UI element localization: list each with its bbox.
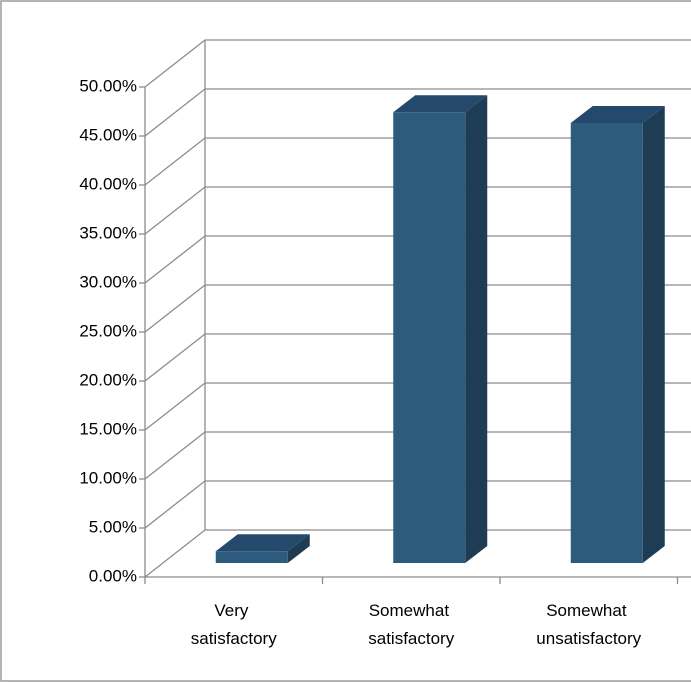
y-tick-label: 30.00% (79, 272, 137, 291)
bar (393, 95, 488, 563)
bar-front (215, 551, 288, 563)
y-tick-label: 25.00% (79, 321, 137, 340)
grid-line (144, 382, 691, 431)
bar-top (570, 105, 665, 123)
bar-side (642, 105, 665, 563)
grid-line (144, 137, 691, 186)
grid-line (144, 186, 691, 235)
bar-front (570, 122, 643, 563)
y-tick-label: 15.00% (79, 419, 137, 438)
y-tick-label: 5.00% (89, 517, 137, 536)
bar-top (393, 95, 488, 113)
grid-line (144, 235, 691, 284)
y-tick-label: 35.00% (79, 223, 137, 242)
y-tick-label: 45.00% (79, 125, 137, 144)
grid-line (144, 431, 691, 480)
y-tick-label: 50.00% (79, 76, 137, 95)
y-tick-label: 0.00% (89, 566, 137, 585)
bar (215, 534, 310, 563)
bar-top (215, 534, 310, 552)
bar (570, 105, 665, 563)
bar-side (465, 95, 488, 563)
y-tick-label: 10.00% (79, 468, 137, 487)
x-tick-label: Somewhat satisfactory (368, 601, 454, 648)
grid-line (144, 88, 691, 137)
bar-front (393, 112, 466, 563)
x-tick-label: Somewhat unsatisfactory (536, 601, 641, 648)
grid-line (144, 529, 691, 578)
y-tick-label: 20.00% (79, 370, 137, 389)
x-tick-label: Very satisfactory (191, 601, 277, 648)
y-tick-label: 40.00% (79, 174, 137, 193)
grid-line (144, 480, 691, 529)
grid-line (144, 333, 691, 382)
grid-line (144, 284, 691, 333)
grid-line (144, 39, 691, 88)
bar-side (287, 534, 310, 563)
